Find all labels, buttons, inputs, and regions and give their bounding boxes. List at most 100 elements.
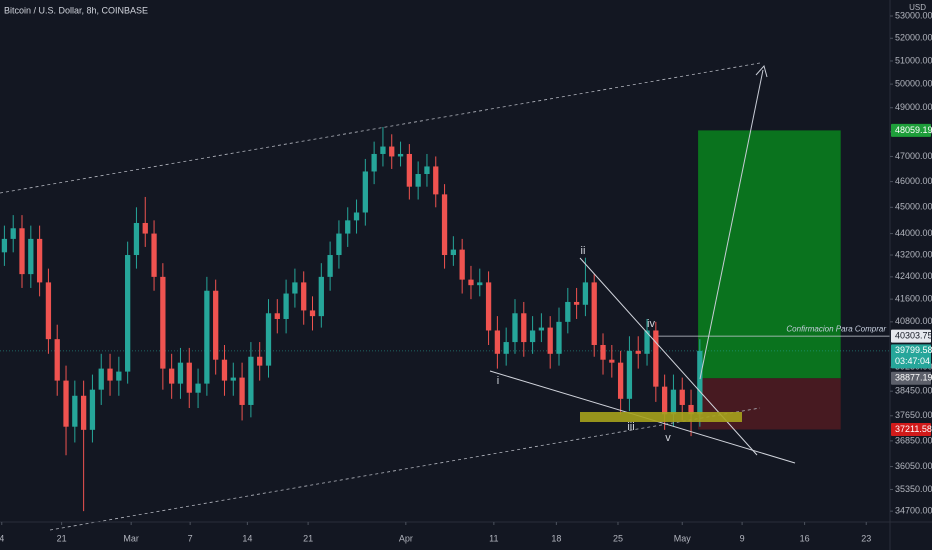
- projection-arrow: [699, 69, 764, 380]
- y-tick-label: 53000.00: [895, 10, 932, 20]
- price-label: 37211.58: [895, 424, 932, 434]
- price-label-box: [891, 329, 931, 343]
- wave-label: v: [665, 432, 671, 444]
- candle-body: [371, 153, 377, 172]
- candle-body: [538, 327, 545, 331]
- candle-body: [529, 330, 536, 343]
- candle-body: [573, 301, 580, 305]
- x-tick-label: 16: [800, 533, 810, 543]
- candle-body: [512, 313, 518, 343]
- candle-body: [213, 290, 219, 360]
- candle-body: [547, 327, 553, 354]
- price-label-box: [891, 422, 931, 436]
- price-label-box: [891, 123, 931, 137]
- y-tick-label: 34700.00: [895, 506, 932, 516]
- x-tick-label: 25: [613, 533, 623, 543]
- candle-body: [345, 220, 351, 234]
- candle-body: [459, 249, 465, 280]
- y-tick-label: 50000.00: [895, 78, 932, 88]
- x-tick-label: 9: [740, 533, 745, 543]
- x-tick-label: 18: [551, 533, 561, 543]
- y-tick-label: 43200.00: [895, 249, 932, 259]
- candle-body: [380, 146, 386, 154]
- candle-body: [98, 368, 104, 390]
- x-tick-label: May: [674, 533, 692, 543]
- plot-area: Confirmacion Para Comprar: [0, 126, 890, 512]
- x-tick-label: Mar: [123, 533, 139, 543]
- candle-body: [609, 359, 615, 363]
- chart-title: Bitcoin / U.S. Dollar, 8h, COINBASE: [4, 5, 148, 15]
- candle-body: [10, 228, 16, 239]
- candle-body: [406, 153, 412, 187]
- candle-body: [503, 342, 509, 354]
- candle-body: [477, 282, 483, 286]
- wave-label: iv: [647, 318, 655, 330]
- y-tick-label: 47000.00: [895, 151, 932, 161]
- price-label: 40303.75: [895, 331, 932, 341]
- candle-body: [89, 389, 96, 430]
- countdown-label: 03:47:04: [895, 356, 930, 366]
- candle-body: [644, 330, 650, 354]
- candle-body: [1, 238, 8, 253]
- candle-body: [397, 153, 404, 157]
- candle-body: [327, 255, 333, 277]
- y-tick-label: 35350.00: [895, 484, 932, 494]
- candle-body: [283, 293, 289, 319]
- axis-unit: USD: [909, 3, 926, 12]
- y-tick-label: 41600.00: [895, 294, 932, 304]
- y-tick-label: 45000.00: [895, 202, 932, 212]
- candle-body: [679, 389, 685, 405]
- y-tick-label: 42400.00: [895, 271, 932, 281]
- candle-body: [177, 362, 184, 384]
- candle-body: [36, 238, 43, 283]
- candle-body: [450, 249, 457, 256]
- y-tick-label: 38450.00: [895, 386, 932, 396]
- candle-body: [274, 313, 280, 319]
- candle-body: [424, 166, 430, 174]
- candle-body: [72, 395, 78, 427]
- candle-body: [195, 383, 201, 393]
- candle-body: [521, 313, 527, 343]
- candle-body: [160, 276, 166, 369]
- candle-body: [239, 377, 245, 405]
- arrow-head: [755, 64, 768, 78]
- candle-body: [19, 228, 25, 275]
- axes: 53000.00 52000.00 51000.00 50000.00 49000.00…: [0, 10, 932, 543]
- candle-body: [186, 362, 192, 393]
- candle-body: [635, 350, 641, 354]
- candle-body: [116, 371, 122, 381]
- candle-body: [318, 276, 324, 317]
- candle-body: [688, 404, 694, 415]
- candle-body: [556, 321, 562, 354]
- candle-body: [301, 282, 307, 311]
- candle-body: [670, 389, 677, 415]
- candle-body: [661, 386, 668, 415]
- candle-body: [433, 166, 439, 195]
- candle-body: [582, 282, 589, 305]
- candle-body: [441, 194, 448, 256]
- support-zone: [580, 412, 742, 422]
- x-tick-label: Apr: [399, 533, 413, 543]
- y-tick-label: 46000.00: [895, 176, 932, 186]
- y-tick-label: 49000.00: [895, 102, 932, 112]
- y-tick-label: 36850.00: [895, 435, 932, 445]
- candle-body: [265, 313, 272, 366]
- candle-body: [389, 146, 395, 157]
- candle-body: [353, 212, 360, 221]
- candle-body: [653, 330, 659, 387]
- candle-body: [204, 290, 210, 384]
- position-profit: [698, 130, 841, 379]
- candle-body: [257, 356, 263, 366]
- x-tick-label: 21: [57, 533, 67, 543]
- candle-body: [591, 282, 597, 345]
- candle-body: [617, 362, 624, 399]
- candle-body: [309, 310, 316, 317]
- price-label: 38877.19: [895, 373, 932, 383]
- channel-lower: [49, 407, 761, 531]
- wedge-upper: [579, 257, 758, 456]
- wave-label: iii: [627, 421, 634, 433]
- candle-body: [142, 222, 148, 234]
- wave-label: ii: [581, 245, 586, 257]
- candle-body: [151, 233, 157, 277]
